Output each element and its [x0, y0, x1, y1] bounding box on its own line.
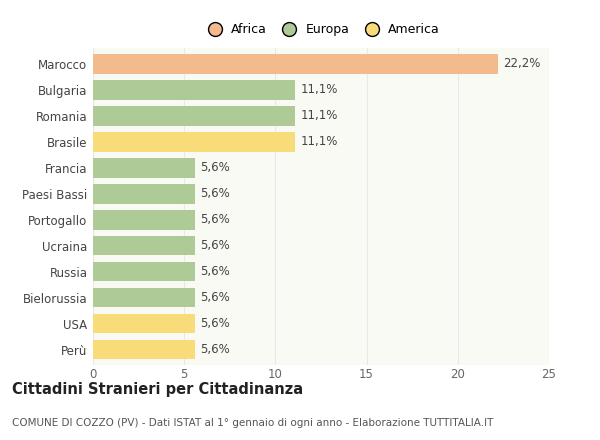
- Bar: [93, 158, 195, 178]
- Text: 5,6%: 5,6%: [200, 239, 230, 252]
- Bar: [93, 184, 195, 204]
- Bar: [93, 236, 195, 256]
- Text: Cittadini Stranieri per Cittadinanza: Cittadini Stranieri per Cittadinanza: [12, 382, 303, 397]
- Text: 22,2%: 22,2%: [503, 58, 541, 70]
- Bar: [93, 132, 295, 152]
- Bar: [93, 80, 295, 100]
- Bar: [93, 210, 195, 230]
- Bar: [93, 288, 195, 308]
- Text: 5,6%: 5,6%: [200, 265, 230, 278]
- Bar: [93, 54, 498, 74]
- Text: 5,6%: 5,6%: [200, 161, 230, 174]
- Bar: [93, 340, 195, 359]
- Text: 11,1%: 11,1%: [301, 84, 338, 96]
- Text: 11,1%: 11,1%: [301, 136, 338, 148]
- Bar: [93, 106, 295, 126]
- Text: 5,6%: 5,6%: [200, 187, 230, 200]
- Text: 5,6%: 5,6%: [200, 291, 230, 304]
- Text: 11,1%: 11,1%: [301, 110, 338, 122]
- Text: COMUNE DI COZZO (PV) - Dati ISTAT al 1° gennaio di ogni anno - Elaborazione TUTT: COMUNE DI COZZO (PV) - Dati ISTAT al 1° …: [12, 418, 493, 428]
- Bar: [93, 314, 195, 334]
- Text: 5,6%: 5,6%: [200, 317, 230, 330]
- Legend: Africa, Europa, America: Africa, Europa, America: [197, 18, 445, 41]
- Text: 5,6%: 5,6%: [200, 343, 230, 356]
- Bar: [93, 262, 195, 282]
- Text: 5,6%: 5,6%: [200, 213, 230, 226]
